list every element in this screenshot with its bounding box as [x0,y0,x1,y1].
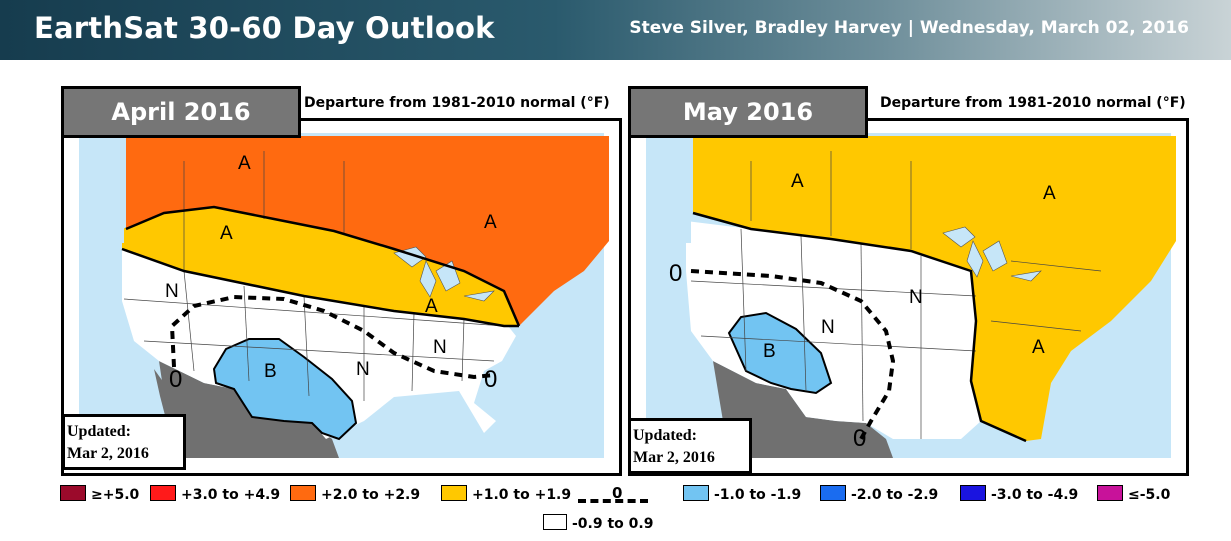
legend-label: -1.0 to -1.9 [714,487,802,503]
legend-item-m1tom19: -1.0 to -1.9 [683,485,801,503]
header-separator: | [907,18,914,38]
legend-label: -0.9 to 0.9 [572,516,654,532]
may-label-n-south: N [821,317,835,338]
april-label-n-south: N [356,359,370,380]
legend-swatch [820,485,846,501]
legend-label: -3.0 to -4.9 [991,487,1079,503]
legend-swatch [683,485,709,501]
legend-item-2to29: +2.0 to +2.9 [290,485,420,503]
legend-label: +3.0 to +4.9 [181,487,281,503]
legend-zero-contour: 0 [578,484,652,509]
april-label-a-lakes: A [425,296,438,317]
legend-swatch [150,485,176,501]
legend-swatch [1097,485,1123,501]
authors: Steve Silver, Bradley Harvey [629,18,902,38]
may-map: A A N N A B 0 0 [646,133,1176,458]
april-map: A A A N N N A B 0 0 [79,133,609,458]
april-departure-title: Departure from 1981-2010 normal (°F) [304,95,610,111]
may-label-a-north: A [791,171,804,192]
header-bar: EarthSat 30-60 Day Outlook Steve Silver,… [0,0,1231,60]
april-zero-label-west: 0 [169,366,182,393]
april-updated-date: Mar 2, 2016 [67,445,149,462]
legend-item-m3tom49: -3.0 to -4.9 [960,485,1078,503]
april-zero-label-east: 0 [484,366,497,393]
may-label-n-north: N [909,287,923,308]
legend-item-le5: ≤-5.0 [1097,485,1170,503]
april-label-b: B [264,361,277,382]
legend-label: ≥+5.0 [91,487,140,503]
legend-swatch [60,485,86,501]
april-label-a-east: A [484,212,497,233]
may-updated-box: Updated: Mar 2, 2016 [628,418,752,474]
issue-date: Wednesday, March 02, 2016 [919,18,1189,38]
may-map-panel: A A N N A B 0 0 [628,118,1189,476]
legend-item-ge5: ≥+5.0 [60,485,139,503]
legend-item-3to49: +3.0 to +4.9 [150,485,280,503]
legend-swatch [543,514,567,530]
legend-zero-label: 0 [612,484,623,502]
legend-item-m2tom29: -2.0 to -2.9 [820,485,938,503]
may-label-a-southeast: A [1032,337,1045,358]
legend: ≥+5.0 +3.0 to +4.9 +2.0 to +2.9 +1.0 to … [0,485,1231,505]
legend-swatch [960,485,986,501]
legend-item-neutral: -0.9 to 0.9 [543,514,653,532]
april-label-a-north: A [238,153,251,174]
legend-dashed-line [578,499,648,503]
april-map-panel: A A A N N N A B 0 0 [61,118,622,476]
legend-label: +1.0 to +1.9 [472,487,572,503]
authors-and-date: Steve Silver, Bradley Harvey | Wednesday, … [629,18,1189,38]
legend-swatch [290,485,316,501]
april-updated-label: Updated: [67,423,132,440]
may-departure-title: Departure from 1981-2010 normal (°F) [880,95,1186,111]
april-updated-box: Updated: Mar 2, 2016 [62,414,186,470]
may-zero-label-west: 0 [669,260,682,287]
legend-label: -2.0 to -2.9 [851,487,939,503]
legend-label: ≤-5.0 [1128,487,1171,503]
april-label-n-east: N [433,337,447,358]
may-month-tab: May 2016 [628,86,868,138]
legend-label: +2.0 to +2.9 [321,487,421,503]
legend-item-1to19: +1.0 to +1.9 [441,485,571,503]
may-updated-label: Updated: [633,427,698,444]
april-label-a-band: A [220,223,233,244]
may-label-b: B [763,341,776,362]
may-zero-label-south: 0 [853,425,866,452]
may-updated-date: Mar 2, 2016 [633,449,715,466]
april-label-n-west: N [165,281,179,302]
april-month-tab: April 2016 [61,86,301,138]
legend-swatch [441,485,467,501]
page-title: EarthSat 30-60 Day Outlook [34,11,495,45]
may-label-a-east: A [1043,183,1056,204]
